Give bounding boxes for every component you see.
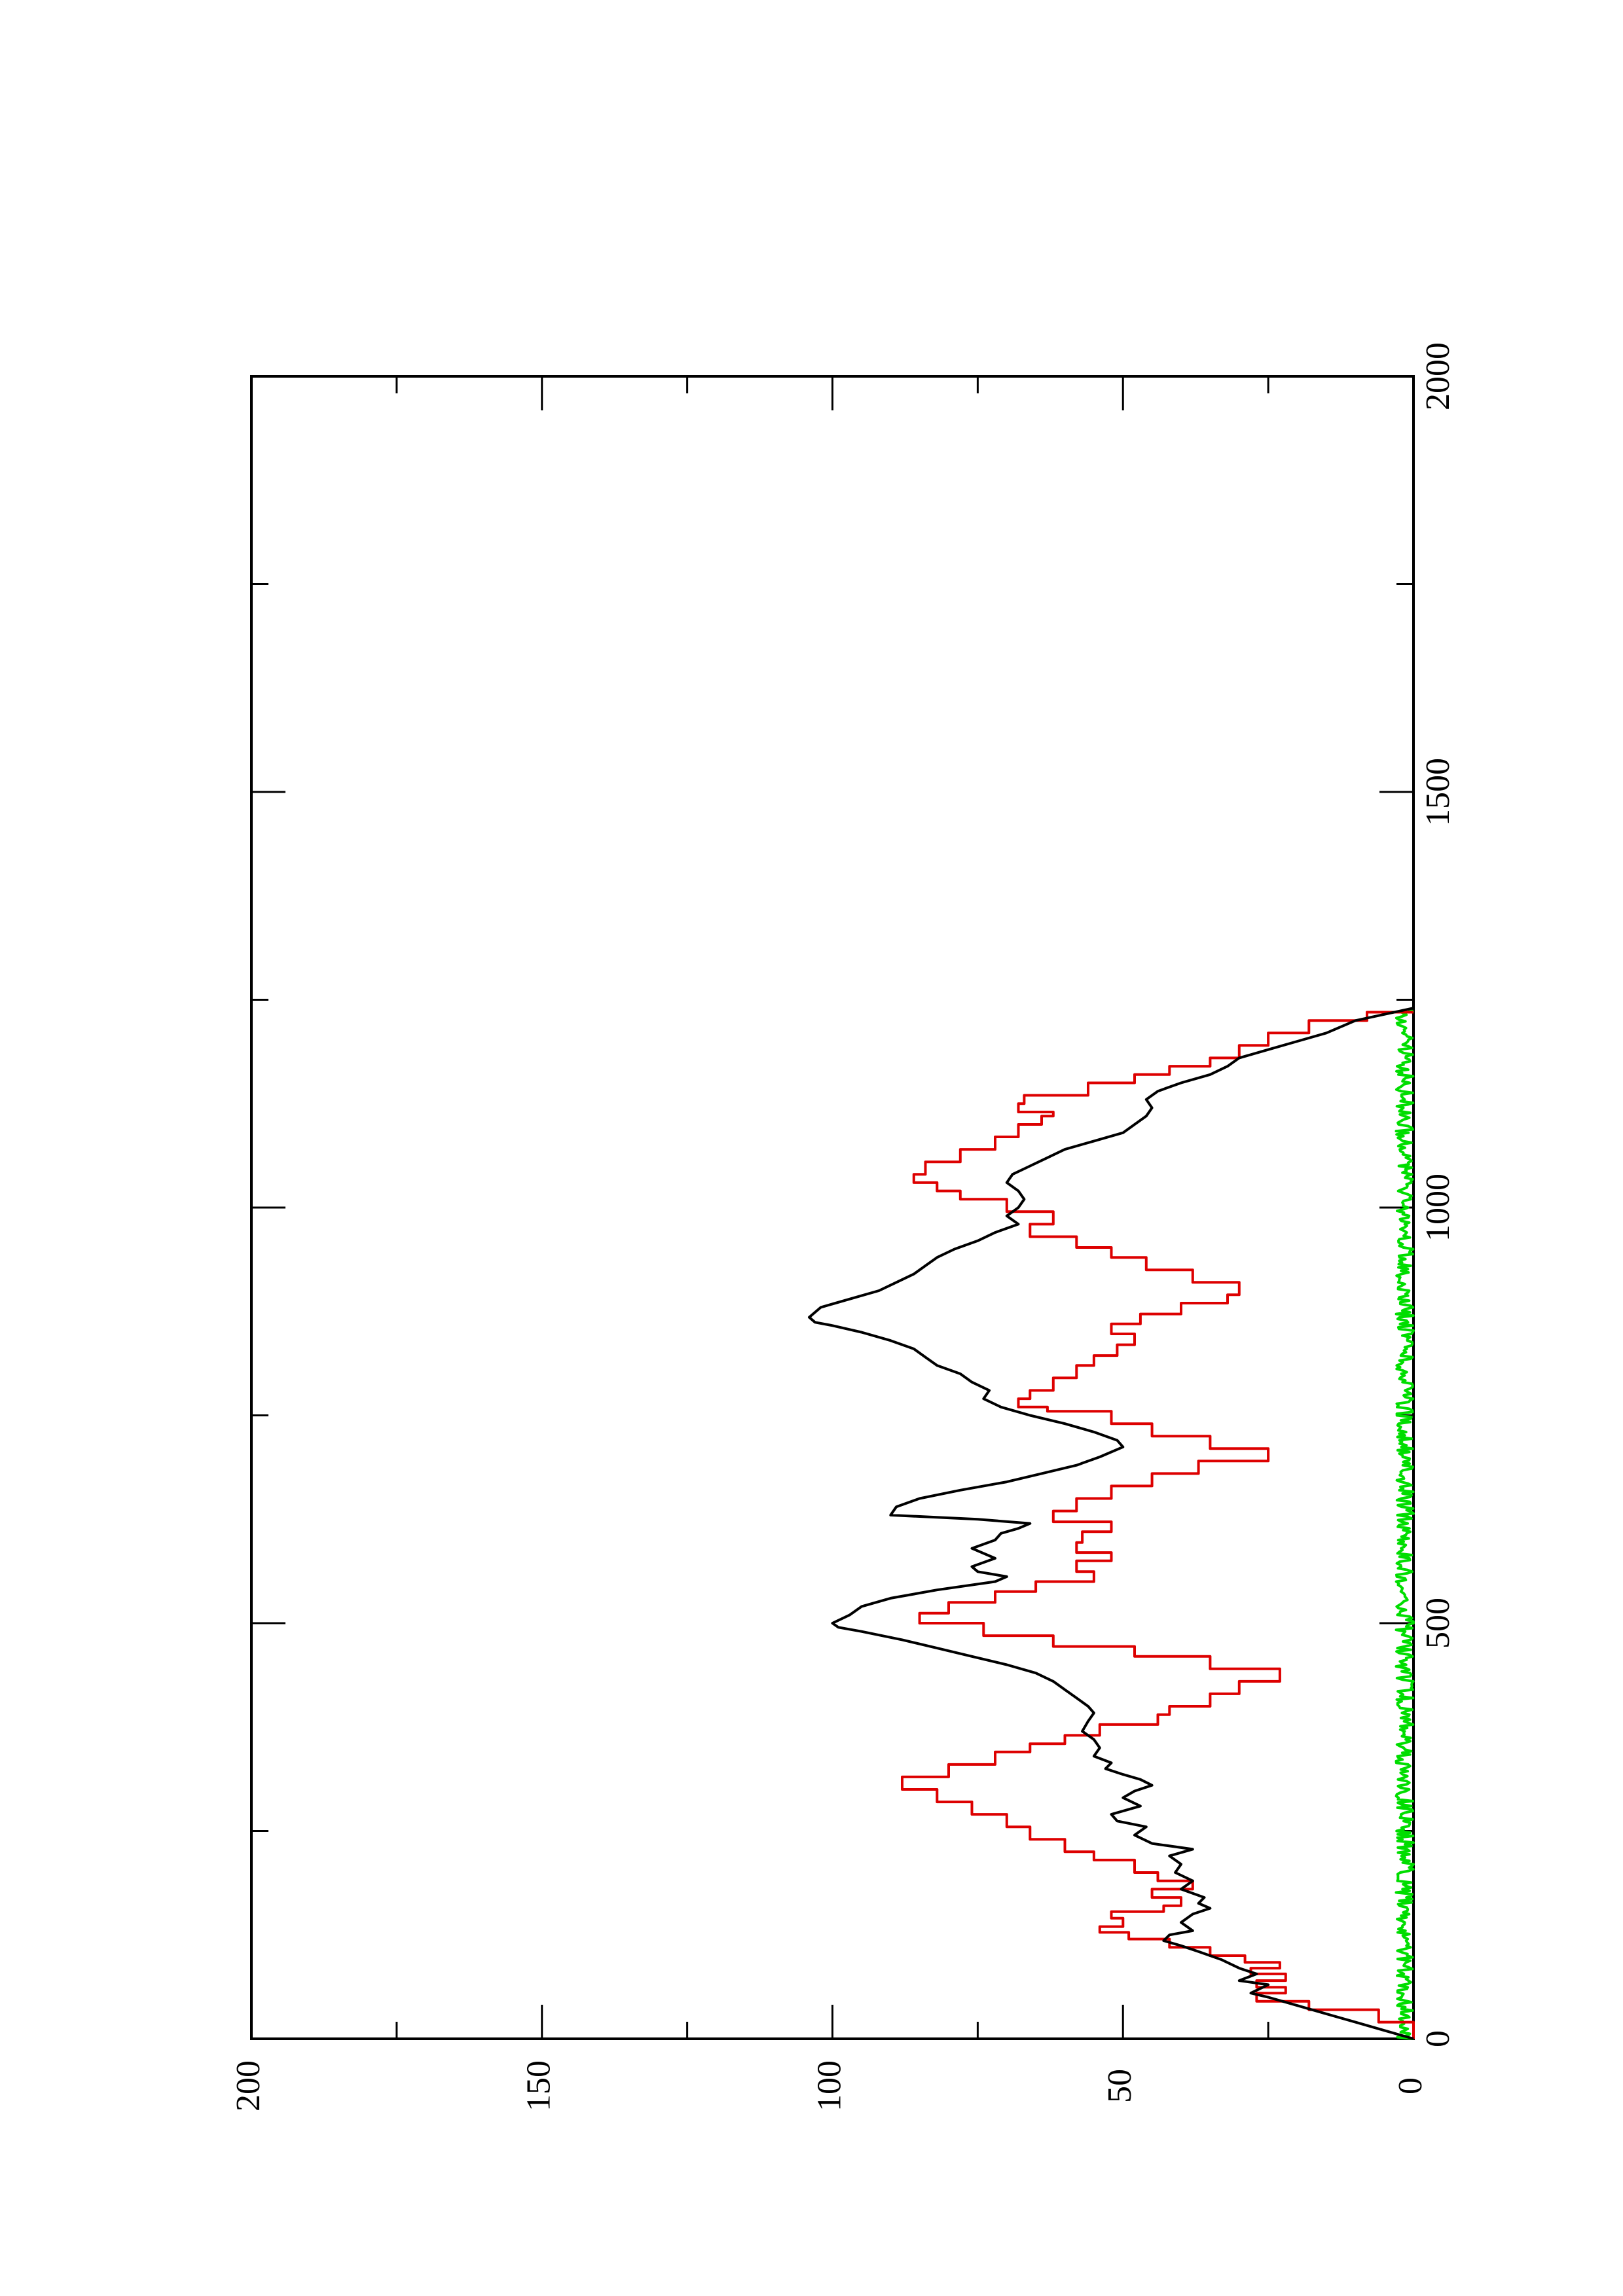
y-tick-label: 150: [520, 2060, 558, 2111]
axis-tick-labels: 0 500 1000 1500 2000 0 50 100 150 200: [230, 342, 1457, 2111]
y-tick-label: 200: [230, 2060, 267, 2111]
x-tick-label: 1000: [1419, 1174, 1457, 1242]
green-series-line: [1395, 1007, 1415, 2040]
axis-ticks: [250, 375, 1415, 2040]
y-tick-label: 100: [811, 2060, 848, 2111]
red-series-line: [901, 1011, 1415, 2039]
x-tick-label: 500: [1419, 1598, 1457, 1649]
series-layer: [808, 1007, 1415, 2040]
x-tick-label: 0: [1419, 2030, 1457, 2047]
plot-frame: [250, 375, 1415, 2040]
y-tick-label: 50: [1101, 2069, 1139, 2103]
x-tick-label: 1500: [1419, 758, 1457, 826]
y-tick-label: 0: [1392, 2077, 1429, 2094]
x-tick-label: 2000: [1419, 342, 1457, 410]
black-series-line: [808, 1007, 1414, 2040]
